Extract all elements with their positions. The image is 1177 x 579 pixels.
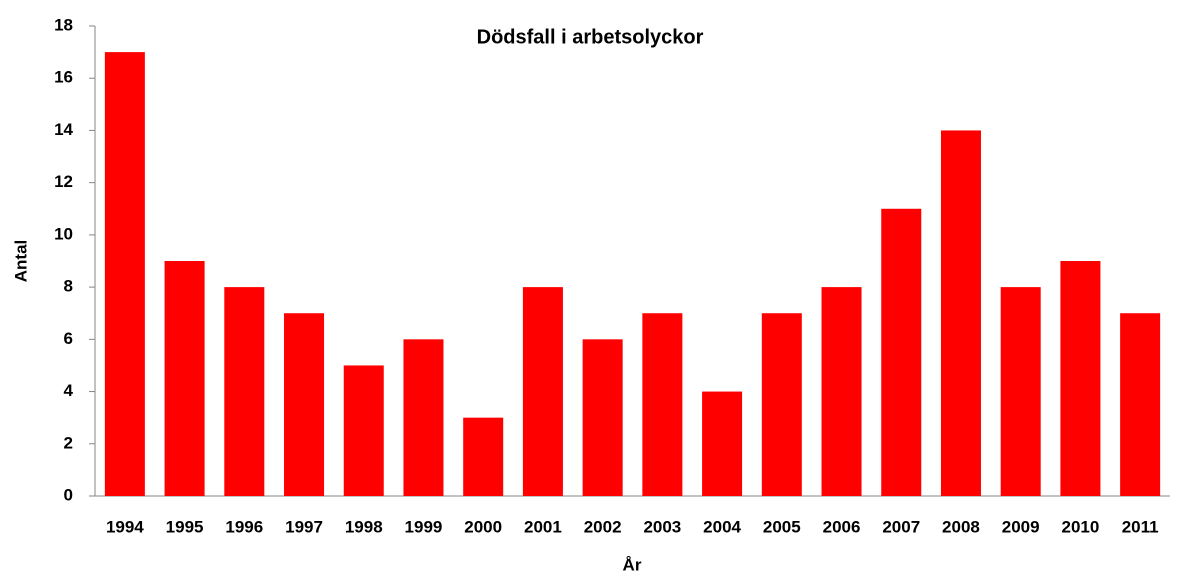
x-tick-label: 2006 (823, 517, 861, 536)
bar (702, 391, 743, 496)
bar (761, 313, 802, 496)
bar (343, 365, 384, 496)
x-tick-label: 2011 (1122, 517, 1159, 536)
y-tick-label: 6 (64, 329, 73, 348)
bar (940, 130, 981, 496)
x-tick-label: 2003 (643, 517, 681, 536)
y-tick-label: 14 (54, 120, 73, 139)
y-tick-label: 8 (64, 277, 73, 296)
bar (1060, 261, 1101, 496)
x-tick-label: 1997 (285, 517, 323, 536)
x-tick-label: 2010 (1062, 517, 1100, 536)
bar (582, 339, 623, 496)
x-tick-label: 2008 (942, 517, 980, 536)
bar (104, 52, 145, 496)
bar (403, 339, 444, 496)
y-tick-label: 16 (54, 68, 73, 87)
x-tick-label: 2007 (882, 517, 920, 536)
y-tick-label: 2 (64, 433, 73, 452)
x-axis-label: År (623, 555, 642, 574)
bar (463, 417, 504, 496)
x-tick-label: 2000 (464, 517, 502, 536)
y-tick-label: 4 (64, 381, 74, 400)
x-tick-label: 1996 (225, 517, 263, 536)
x-tick-label: 2009 (1002, 517, 1040, 536)
y-tick-label: 12 (54, 172, 73, 191)
y-tick-label: 18 (54, 15, 73, 34)
x-tick-label: 1995 (166, 517, 204, 536)
bar (642, 313, 683, 496)
x-tick-label: 2002 (584, 517, 622, 536)
y-axis-label: Antal (11, 240, 30, 283)
x-tick-label: 1994 (106, 517, 144, 536)
x-tick-label: 1999 (405, 517, 443, 536)
chart-title: Dödsfall i arbetsolyckor (477, 26, 704, 48)
x-tick-label: 1998 (345, 517, 383, 536)
bar (821, 287, 862, 496)
bar (522, 287, 563, 496)
x-tick-label: 2005 (763, 517, 801, 536)
x-tick-label: 2004 (703, 517, 741, 536)
bar (881, 208, 922, 496)
bar (164, 261, 205, 496)
y-tick-label: 10 (54, 224, 73, 243)
x-tick-label: 2001 (524, 517, 562, 536)
y-tick-label: 0 (64, 485, 73, 504)
bar (1120, 313, 1161, 496)
bar (224, 287, 265, 496)
bar (284, 313, 325, 496)
bar (1000, 287, 1041, 496)
